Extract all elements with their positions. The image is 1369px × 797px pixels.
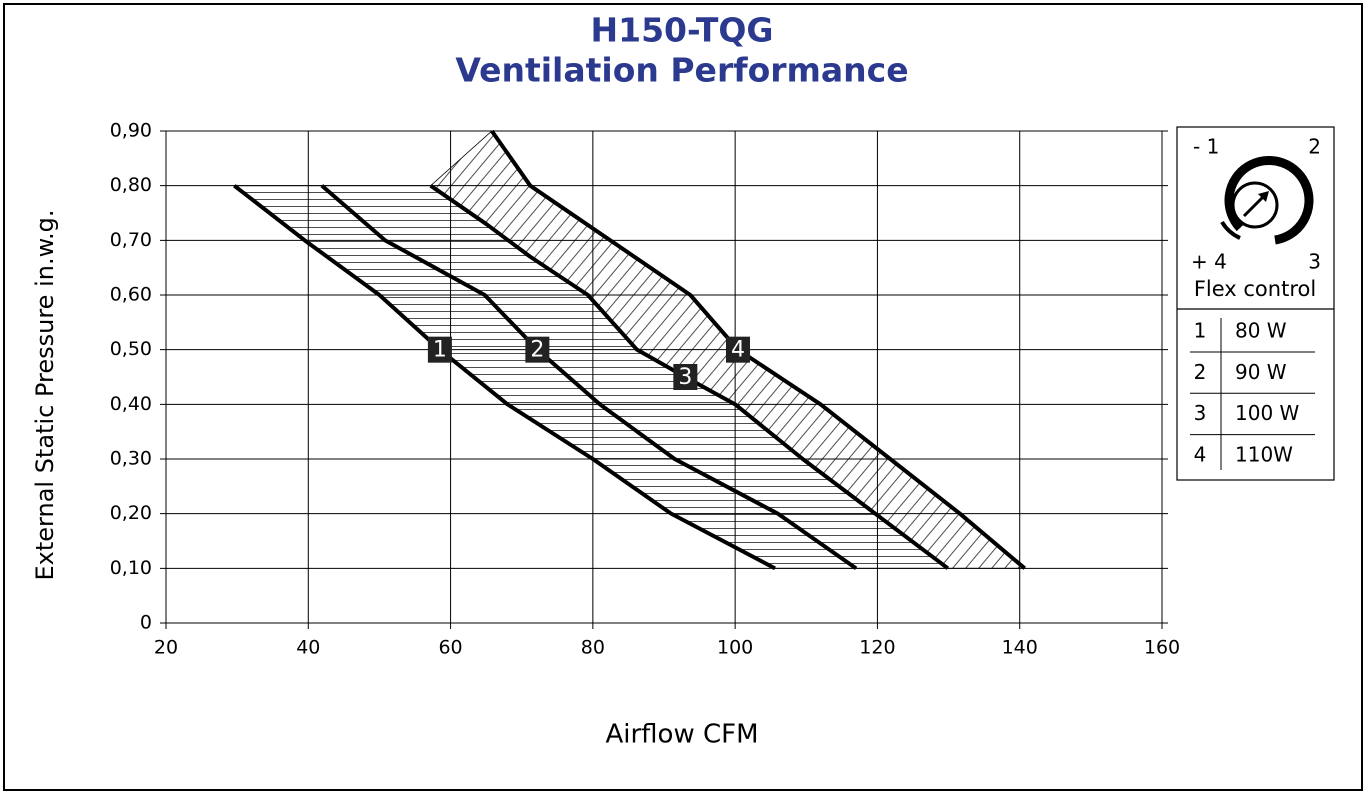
- legend-label: 80 W: [1235, 319, 1287, 343]
- dial-arc-start: [1220, 220, 1241, 240]
- y-axis-label: External Static Pressure in.w.g.: [31, 210, 59, 581]
- curve-label-box: [525, 336, 550, 363]
- dial-pointer: [1242, 194, 1266, 218]
- flex-position: 2: [1308, 135, 1321, 159]
- x-tick-label: 20: [154, 637, 178, 659]
- frame: [3, 3, 1363, 791]
- legend: - 1 2 + 4 3 Flex control 1 80 W 2 90 W 3 100 …: [1176, 126, 1335, 481]
- x-tick-label: 40: [296, 637, 320, 659]
- legend-box: [1176, 126, 1335, 481]
- y-tick-label: 0,40: [110, 393, 152, 415]
- curve-label-box: [673, 364, 698, 390]
- legend-label: 110W: [1235, 442, 1293, 466]
- y-tick-label: 0,50: [110, 338, 152, 360]
- y-tick-label: 0,60: [110, 284, 152, 306]
- y-tick-label: 0,20: [110, 502, 152, 524]
- flex-position: - 1: [1193, 135, 1219, 159]
- series-line: [233, 184, 776, 571]
- dial-arrow: [1258, 191, 1269, 202]
- legend-number: 3: [1194, 401, 1207, 425]
- plot-area: 20 40 60 80 100 120 140 160 0 0,10 0,20 0,30 0,40 0,5…: [110, 120, 1180, 659]
- x-tick-label: 160: [1144, 637, 1180, 659]
- legend-label: 100 W: [1235, 401, 1300, 425]
- series-line: [490, 129, 1026, 570]
- series-line: [429, 184, 950, 570]
- y-tick-label: 0,10: [110, 557, 152, 579]
- legend-label: 90 W: [1235, 360, 1287, 384]
- chart-title: H150-TQG: [591, 11, 774, 50]
- chart-subtitle: Ventilation Performance: [455, 51, 908, 90]
- curve-label-box: [427, 336, 452, 363]
- series-line: [320, 184, 858, 570]
- dial-arc: [1224, 155, 1314, 245]
- curve-label-box: [725, 336, 750, 363]
- flex-title: Flex control: [1194, 277, 1316, 301]
- x-tick-label: 140: [1002, 637, 1038, 659]
- x-tick-label: 100: [717, 637, 753, 659]
- x-axis-label: Airflow CFM: [605, 720, 758, 750]
- x-tick-label: 120: [859, 637, 895, 659]
- curve-label: 1: [433, 338, 447, 363]
- curve-label: 4: [731, 338, 745, 363]
- curve-label: 2: [530, 338, 544, 363]
- legend-number: 2: [1194, 360, 1207, 384]
- y-tick-label: 0,90: [110, 120, 152, 142]
- x-tick-label: 80: [581, 637, 605, 659]
- curve-label: 3: [678, 365, 692, 390]
- x-tick-label: 60: [438, 637, 462, 659]
- y-tick-label: 0,80: [110, 174, 152, 196]
- y-tick-label: 0,30: [110, 448, 152, 470]
- legend-number: 1: [1194, 319, 1207, 343]
- flex-position: + 4: [1191, 250, 1227, 274]
- y-tick-label: 0,70: [110, 229, 152, 251]
- legend-number: 4: [1194, 442, 1207, 466]
- flex-position: 3: [1308, 250, 1321, 274]
- y-tick-label: 0: [140, 612, 152, 634]
